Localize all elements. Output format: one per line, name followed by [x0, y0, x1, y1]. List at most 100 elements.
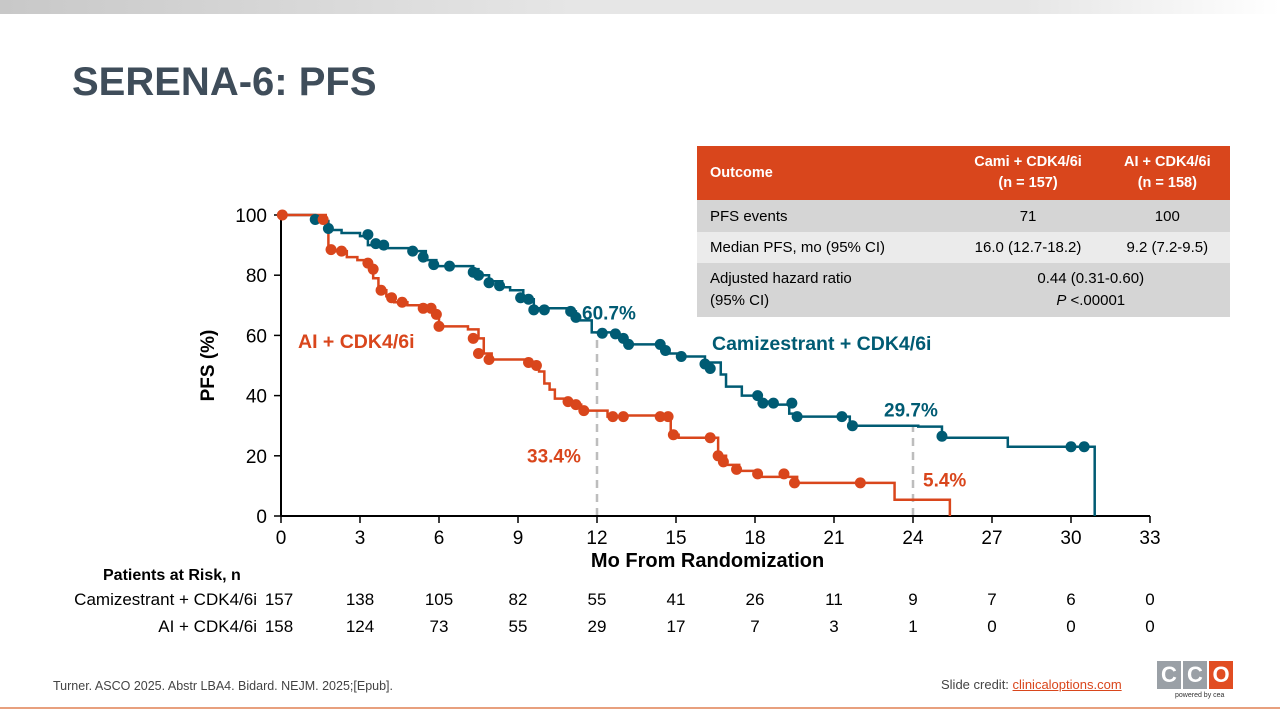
camizestrant-censor-point — [623, 338, 635, 350]
hr-label-line2: (95% CI) — [710, 292, 770, 309]
x-axis-title: Mo From Randomization — [591, 550, 824, 572]
credit-link[interactable]: clinicaloptions.com — [1012, 677, 1122, 692]
censor-markers — [276, 209, 1090, 489]
at-risk-count: 7 — [987, 590, 997, 609]
camizestrant-censor-point — [444, 260, 456, 272]
percent-annotation: 60.7% — [582, 303, 636, 324]
p-label: P — [1056, 292, 1067, 309]
camizestrant-censor-point — [523, 293, 535, 305]
camizestrant-censor-point — [936, 430, 948, 442]
p-number: <.00001 — [1066, 292, 1126, 309]
ai-censor-point — [276, 209, 288, 221]
table-row: Adjusted hazard ratio (95% CI) 0.44 (0.3… — [697, 263, 1230, 317]
hr-label-line1: Adjusted hazard ratio — [710, 270, 852, 287]
camizestrant-censor-point — [309, 214, 321, 226]
ai-censor-point — [752, 468, 764, 480]
y-tick-label: 100 — [235, 206, 267, 227]
ai-censor-point — [433, 320, 445, 332]
at-risk-count: 29 — [587, 617, 607, 636]
percent-annotation: 33.4% — [527, 446, 581, 467]
footer-reference: Turner. ASCO 2025. Abstr LBA4. Bidard. N… — [53, 679, 393, 693]
header-cami: Cami + CDK4/6i (n = 157) — [951, 146, 1105, 200]
logo-letter: C — [1157, 661, 1181, 689]
camizestrant-censor-point — [767, 397, 779, 409]
top-gradient-bar — [0, 0, 1280, 14]
header-cami-line: (n = 157) — [998, 175, 1058, 191]
at-risk-count: 124 — [345, 617, 375, 636]
at-risk-count: 0 — [1066, 617, 1076, 636]
hr-value: 0.44 (0.31-0.60) P <.00001 — [951, 263, 1230, 317]
ai-value: 9.2 (7.2-9.5) — [1104, 232, 1230, 263]
cami-value: 16.0 (12.7-18.2) — [951, 232, 1105, 263]
series-label-ai: AI + CDK4/6i — [298, 331, 415, 353]
camizestrant-censor-point — [428, 259, 440, 271]
x-tick-label: 33 — [1139, 528, 1160, 549]
table-row: PFS events 71 100 — [697, 200, 1230, 232]
at-risk-count: 11 — [825, 590, 843, 609]
camizestrant-censor-point — [596, 327, 608, 339]
camizestrant-curve — [281, 213, 1096, 516]
y-tick-label: 60 — [246, 326, 267, 347]
at-risk-count: 158 — [264, 617, 294, 636]
x-tick-label: 3 — [355, 528, 366, 549]
ai-censor-point — [854, 477, 866, 489]
y-tick-label: 40 — [246, 387, 267, 408]
ai-censor-point — [417, 302, 429, 314]
camizestrant-censor-point — [362, 229, 374, 241]
chart-axes: 0 3 6 9 12 15 18 21 24 27 30 33 0 20 40 60 80 100 Mo From … — [198, 206, 1161, 572]
at-risk-count: 105 — [424, 590, 454, 609]
ai-censor-point — [467, 332, 479, 344]
at-risk-count: 1 — [908, 617, 918, 636]
ai-censor-point — [473, 347, 484, 359]
y-axis-title: PFS (%) — [198, 330, 219, 402]
at-risk-count: 157 — [264, 590, 294, 609]
camizestrant-censor-point — [322, 223, 334, 235]
ai-censor-point — [662, 411, 674, 423]
camizestrant-censor-point — [528, 304, 540, 316]
at-risk-count: 6 — [1066, 590, 1076, 609]
at-risk-count: 41 — [666, 590, 686, 609]
x-tick-label: 27 — [981, 528, 1002, 549]
camizestrant-censor-point — [757, 397, 769, 409]
at-risk-count: 0 — [1145, 617, 1155, 636]
ai-censor-point — [607, 411, 619, 423]
x-tick-label: 12 — [586, 528, 607, 549]
header-cami-line: Cami + CDK4/6i — [974, 154, 1082, 170]
y-tick-label: 0 — [256, 507, 267, 528]
camizestrant-censor-point — [378, 239, 390, 251]
logo-letter: O — [1209, 661, 1233, 689]
ai-censor-point — [570, 399, 582, 411]
row-label: Median PFS, mo (95% CI) — [697, 232, 952, 263]
ai-censor-point — [336, 245, 348, 257]
ai-censor-point — [375, 284, 387, 296]
y-tick-label: 20 — [246, 447, 267, 468]
at-risk-row-label: Camizestrant + CDK4/6i — [74, 590, 257, 609]
at-risk-count: 26 — [745, 590, 765, 609]
ai-censor-point — [530, 360, 542, 371]
camizestrant-censor-point — [791, 411, 803, 423]
ai-censor-point — [731, 463, 743, 475]
x-tick-label: 21 — [823, 528, 844, 549]
camizestrant-censor-point — [1065, 441, 1077, 453]
camizestrant-censor-point — [786, 397, 798, 409]
at-risk-title: Patients at Risk, n — [103, 567, 241, 584]
camizestrant-censor-point — [659, 344, 671, 356]
at-risk-row-label: AI + CDK4/6i — [158, 617, 257, 636]
credit-label: Slide credit: — [941, 677, 1009, 692]
at-risk-count: 138 — [345, 590, 375, 609]
header-ai: AI + CDK4/6i (n = 158) — [1104, 146, 1230, 200]
logo-letter: C — [1183, 661, 1207, 689]
ai-censor-point — [617, 411, 629, 423]
at-risk-count: 9 — [908, 590, 918, 609]
outcome-table: Outcome Cami + CDK4/6i (n = 157) AI + CDK… — [697, 146, 1230, 317]
ai-censor-point — [667, 429, 679, 441]
y-tick-label: 80 — [246, 266, 267, 287]
chart-labels: 60.7% 33.4% 29.7% 5.4% Camizestrant + CDK4/6… — [298, 303, 966, 491]
ai-censor-point — [789, 477, 800, 489]
ai-censor-point — [778, 468, 790, 480]
bottom-rule — [0, 707, 1280, 709]
percent-annotation: 5.4% — [923, 471, 966, 492]
hr-value-line1: 0.44 (0.31-0.60) — [1037, 270, 1145, 287]
x-tick-label: 0 — [276, 528, 287, 549]
